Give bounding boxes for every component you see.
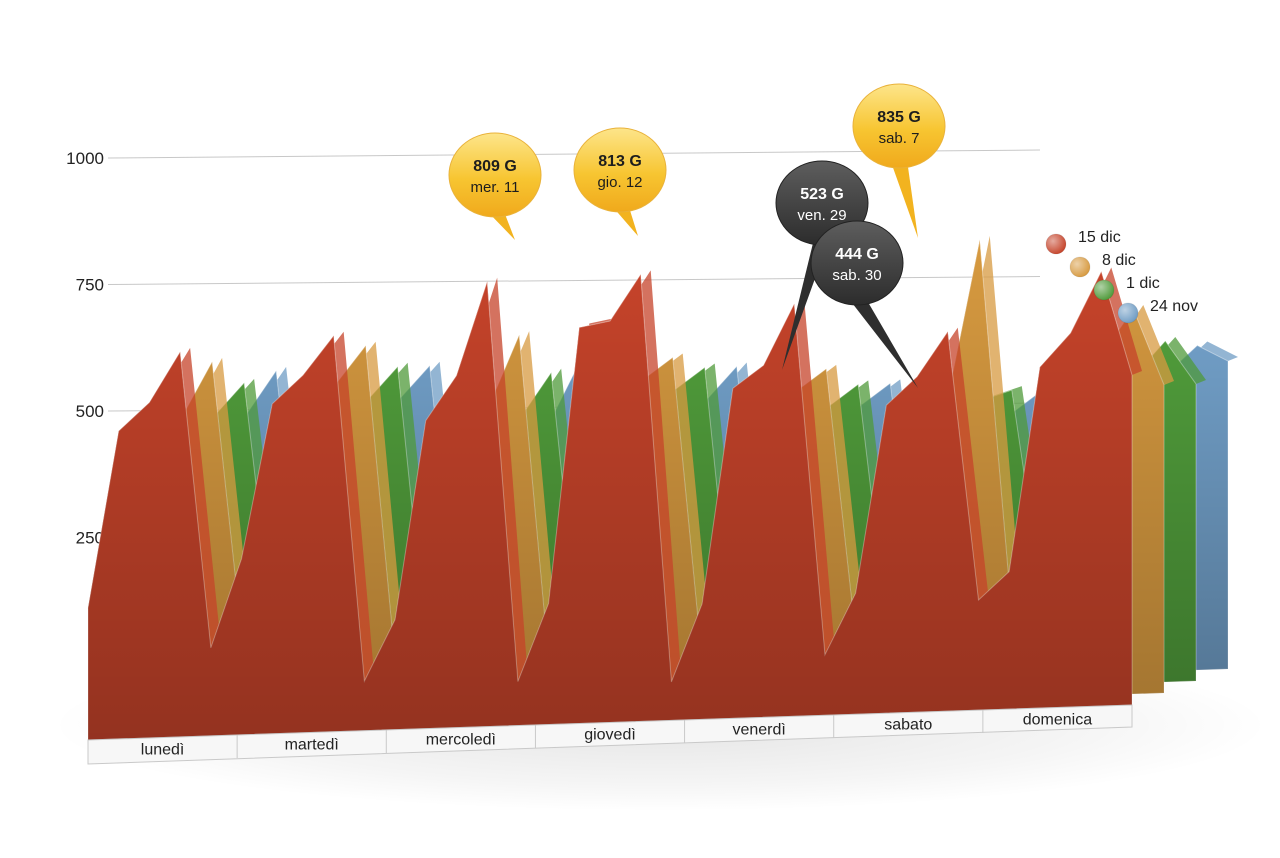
callout-value: 813 G (598, 153, 642, 170)
legend-swatch-gloss (1046, 234, 1066, 254)
callout-bubble (853, 84, 945, 168)
callout-bubble (811, 221, 903, 305)
legend-label: 24 nov (1150, 298, 1198, 315)
legend-swatch-gloss (1118, 303, 1138, 323)
x-tick-label: sabato (884, 717, 932, 734)
callout-bubble (574, 128, 666, 212)
x-tick-label: venerdì (732, 722, 785, 739)
legend-swatch-gloss (1094, 280, 1114, 300)
x-tick-label: lunedì (141, 742, 185, 759)
callout-mer-11: 809 G mer. 11 (449, 133, 541, 240)
y-tick-label: 500 (76, 402, 104, 421)
x-tick-label: mercoledì (426, 732, 496, 749)
x-tick-label: giovedì (584, 727, 636, 744)
y-tick-label: 750 (76, 276, 104, 295)
x-tick-label: domenica (1023, 712, 1092, 729)
callout-gio-12: 813 G gio. 12 (574, 128, 666, 236)
legend-item: 8 dic (1070, 252, 1136, 277)
legend-item: 15 dic (1046, 229, 1121, 254)
callout-label: gio. 12 (597, 174, 642, 191)
callout-pointer (891, 160, 918, 238)
callout-value: 444 G (835, 246, 879, 263)
callout-value: 523 G (800, 186, 844, 203)
callout-pointer (849, 297, 918, 388)
callout-label: sab. 7 (879, 130, 920, 147)
callout-sab-7: 835 G sab. 7 (853, 84, 945, 238)
callout-label: sab. 30 (832, 267, 881, 284)
legend-swatch-gloss (1070, 257, 1090, 277)
legend-label: 15 dic (1078, 229, 1121, 246)
legend-label: 1 dic (1126, 275, 1160, 292)
callout-label: mer. 11 (471, 179, 520, 196)
legend-label: 8 dic (1102, 252, 1136, 269)
callout-label: ven. 29 (797, 207, 846, 224)
x-tick-label: martedì (285, 737, 339, 754)
callout-bubble (449, 133, 541, 217)
callout-sab-30: 444 G sab. 30 (811, 221, 918, 388)
y-tick-label: 1000 (66, 149, 104, 168)
callout-value: 835 G (877, 109, 921, 126)
legend-item: 24 nov (1118, 298, 1198, 323)
callout-value: 809 G (473, 158, 517, 175)
